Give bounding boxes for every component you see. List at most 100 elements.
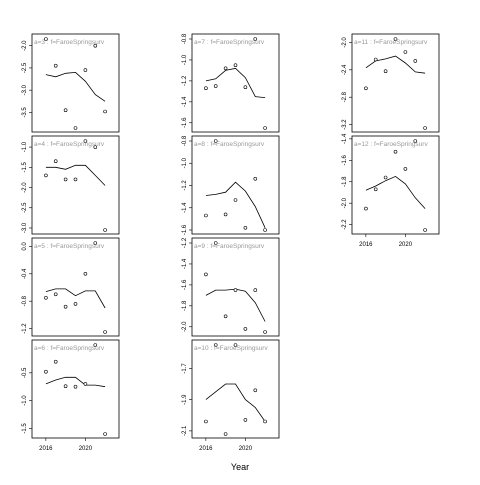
y-tick-label: -1.8 [182,300,188,311]
data-point [103,228,107,232]
x-tick-label: 2020 [239,446,253,452]
data-point [103,432,107,436]
y-tick-label: -1.2 [182,237,188,248]
data-point [93,343,98,347]
data-point [263,228,267,232]
y-tick-label: -1.2 [22,323,28,334]
data-point [44,37,48,41]
data-point [223,212,228,217]
facet-panel: a=10 : f=FaroeSpringsurv -1.7 -1.9 -2.1 2016… [182,339,280,452]
y-tick-label: -3.0 [22,222,28,233]
y-tick-label: -1.9 [182,394,188,405]
y-tick-label: -1.4 [182,202,188,213]
data-point [53,359,58,364]
strip-label: a=5 : f=FaroeSpringsurv [34,243,105,250]
data-point [73,302,78,306]
panel-frame [31,339,120,439]
data-point [393,37,398,41]
data-point [233,288,238,292]
y-tick-label: -2.8 [342,91,348,102]
y-tick-label: -2.5 [22,62,28,73]
data-point [233,198,238,202]
x-tick-label: 2016 [359,242,373,248]
panel-frame [31,237,120,337]
data-point [73,126,78,130]
data-point [213,343,218,347]
y-tick-label: -1.6 [182,279,188,290]
data-point [63,384,68,389]
data-point [73,177,78,182]
y-tick-label: -3.0 [22,84,28,95]
data-point [403,167,408,171]
data-point [223,66,228,71]
data-point [83,271,88,276]
data-point [423,228,427,232]
panel-frame [31,33,120,133]
fit-line [205,383,266,422]
facet-panel: a=8 : f=FaroeSpringsurv -0.8 -1.0 -1.2 -1.4 -… [182,135,280,235]
data-point [53,159,58,163]
data-point [103,109,107,114]
y-tick-label: -0.8 [182,135,188,146]
fit-line [205,181,266,228]
y-tick-label: -3.5 [22,107,28,118]
strip-label: a=10 : f=FaroeSpringsurv [194,345,268,352]
data-point [413,59,418,63]
data-point [253,177,258,181]
facet-panel: a=11 : f=FaroeSpringsurv -2.0 -2.4 -2.8 -3.2 [342,33,440,133]
data-point [83,68,88,72]
panel-frame [191,237,280,337]
fit-line [365,175,426,209]
data-point [223,314,228,319]
strip-label: a=3 : f=FaroeSpringsurv [34,39,105,46]
y-tick-label: -1.8 [342,176,348,187]
facet-panel: a=3 : f=FaroeSpringsurv -2.0 -2.5 -3.0 -3.5 [22,33,120,133]
panel-frame [31,135,120,235]
panel-frame [191,33,280,133]
data-point [383,175,388,180]
data-point [423,126,427,130]
data-point [364,86,368,91]
panel-frame [191,135,280,235]
y-tick-label: -1.4 [342,133,348,144]
x-tick-label: 2020 [79,446,93,452]
data-point [383,69,388,73]
data-point [243,327,248,331]
fit-line [45,164,106,186]
data-point [223,432,228,436]
data-point [93,145,98,149]
data-point [44,173,48,178]
y-tick-label: 0.0 [22,242,28,251]
strip-label: a=12 : f=FaroeSpringsurv [354,141,428,148]
data-point [233,343,238,347]
y-tick-label: -2.0 [182,321,188,332]
y-tick-label: -2.0 [22,40,28,51]
y-tick-label: -0.8 [182,33,188,44]
y-tick-label: -1.0 [22,395,28,406]
data-point [403,50,408,54]
data-point [253,37,258,41]
y-tick-label: -1.6 [182,224,188,235]
y-tick-label: -0.4 [22,268,28,279]
fit-line [45,376,106,388]
data-point [243,418,248,422]
facet-panel: a=4 : f=FaroeSpringsurv -1.0 -1.5 -2.0 -2.5 -… [22,135,120,235]
data-point [233,63,238,67]
data-point [263,419,267,424]
y-tick-label: -1.5 [22,423,28,434]
data-point [63,108,68,112]
y-tick-label: -1.0 [182,157,188,168]
data-point [73,384,78,389]
data-point [263,330,267,334]
data-point [213,241,218,245]
x-axis-label: Year [231,462,249,472]
strip-label: a=7 : f=FaroeSpringsurv [194,39,265,46]
facet-panel: a=9 : f=FaroeSpringsurv -1.2 -1.4 -1.6 -1.8 -… [182,237,280,337]
facet-panel: a=12 : f=FaroeSpringsurv -1.4 -1.6 -1.8 -2.0… [342,133,440,248]
fit-line [45,71,106,102]
y-tick-label: -2.4 [342,64,348,75]
strip-label: a=9 : f=FaroeSpringsurv [194,243,265,250]
strip-label: a=8 : f=FaroeSpringsurv [194,141,265,148]
data-point [243,85,248,89]
data-point [373,187,378,192]
